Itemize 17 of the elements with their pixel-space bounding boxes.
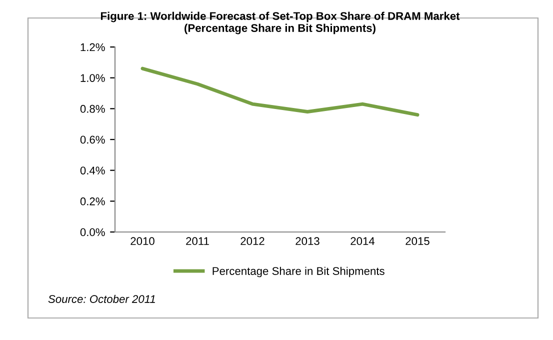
- x-tick-label: 2014: [350, 237, 375, 246]
- x-tick-label: 2015: [406, 237, 430, 246]
- y-tick-label: 1.0%: [80, 74, 105, 82]
- y-tick-label: 0.8%: [80, 104, 105, 113]
- x-tick-label: 2011: [186, 237, 209, 246]
- y-tick-label: 0.2%: [80, 197, 105, 206]
- y-tick-label: 0.4%: [80, 166, 105, 174]
- y-tick-label: 0.0%: [80, 228, 105, 236]
- y-tick-label: 1.2%: [80, 43, 105, 52]
- x-tick-label: 2013: [296, 237, 320, 246]
- x-tick-label: 2012: [240, 237, 264, 246]
- x-tick-label: 2010: [130, 237, 154, 246]
- legend-label: Percentage Share in Bit Shipments: [212, 266, 384, 278]
- y-tick-label: 0.6%: [80, 136, 105, 144]
- line-series: [140, 66, 420, 117]
- source-note: Source: October 2011: [48, 294, 155, 303]
- chart-title: Figure 1: Worldwide Forecast of Set-Top Box Share of DRAM Market (Percentage Share in Bit Shipments): [100, 12, 460, 34]
